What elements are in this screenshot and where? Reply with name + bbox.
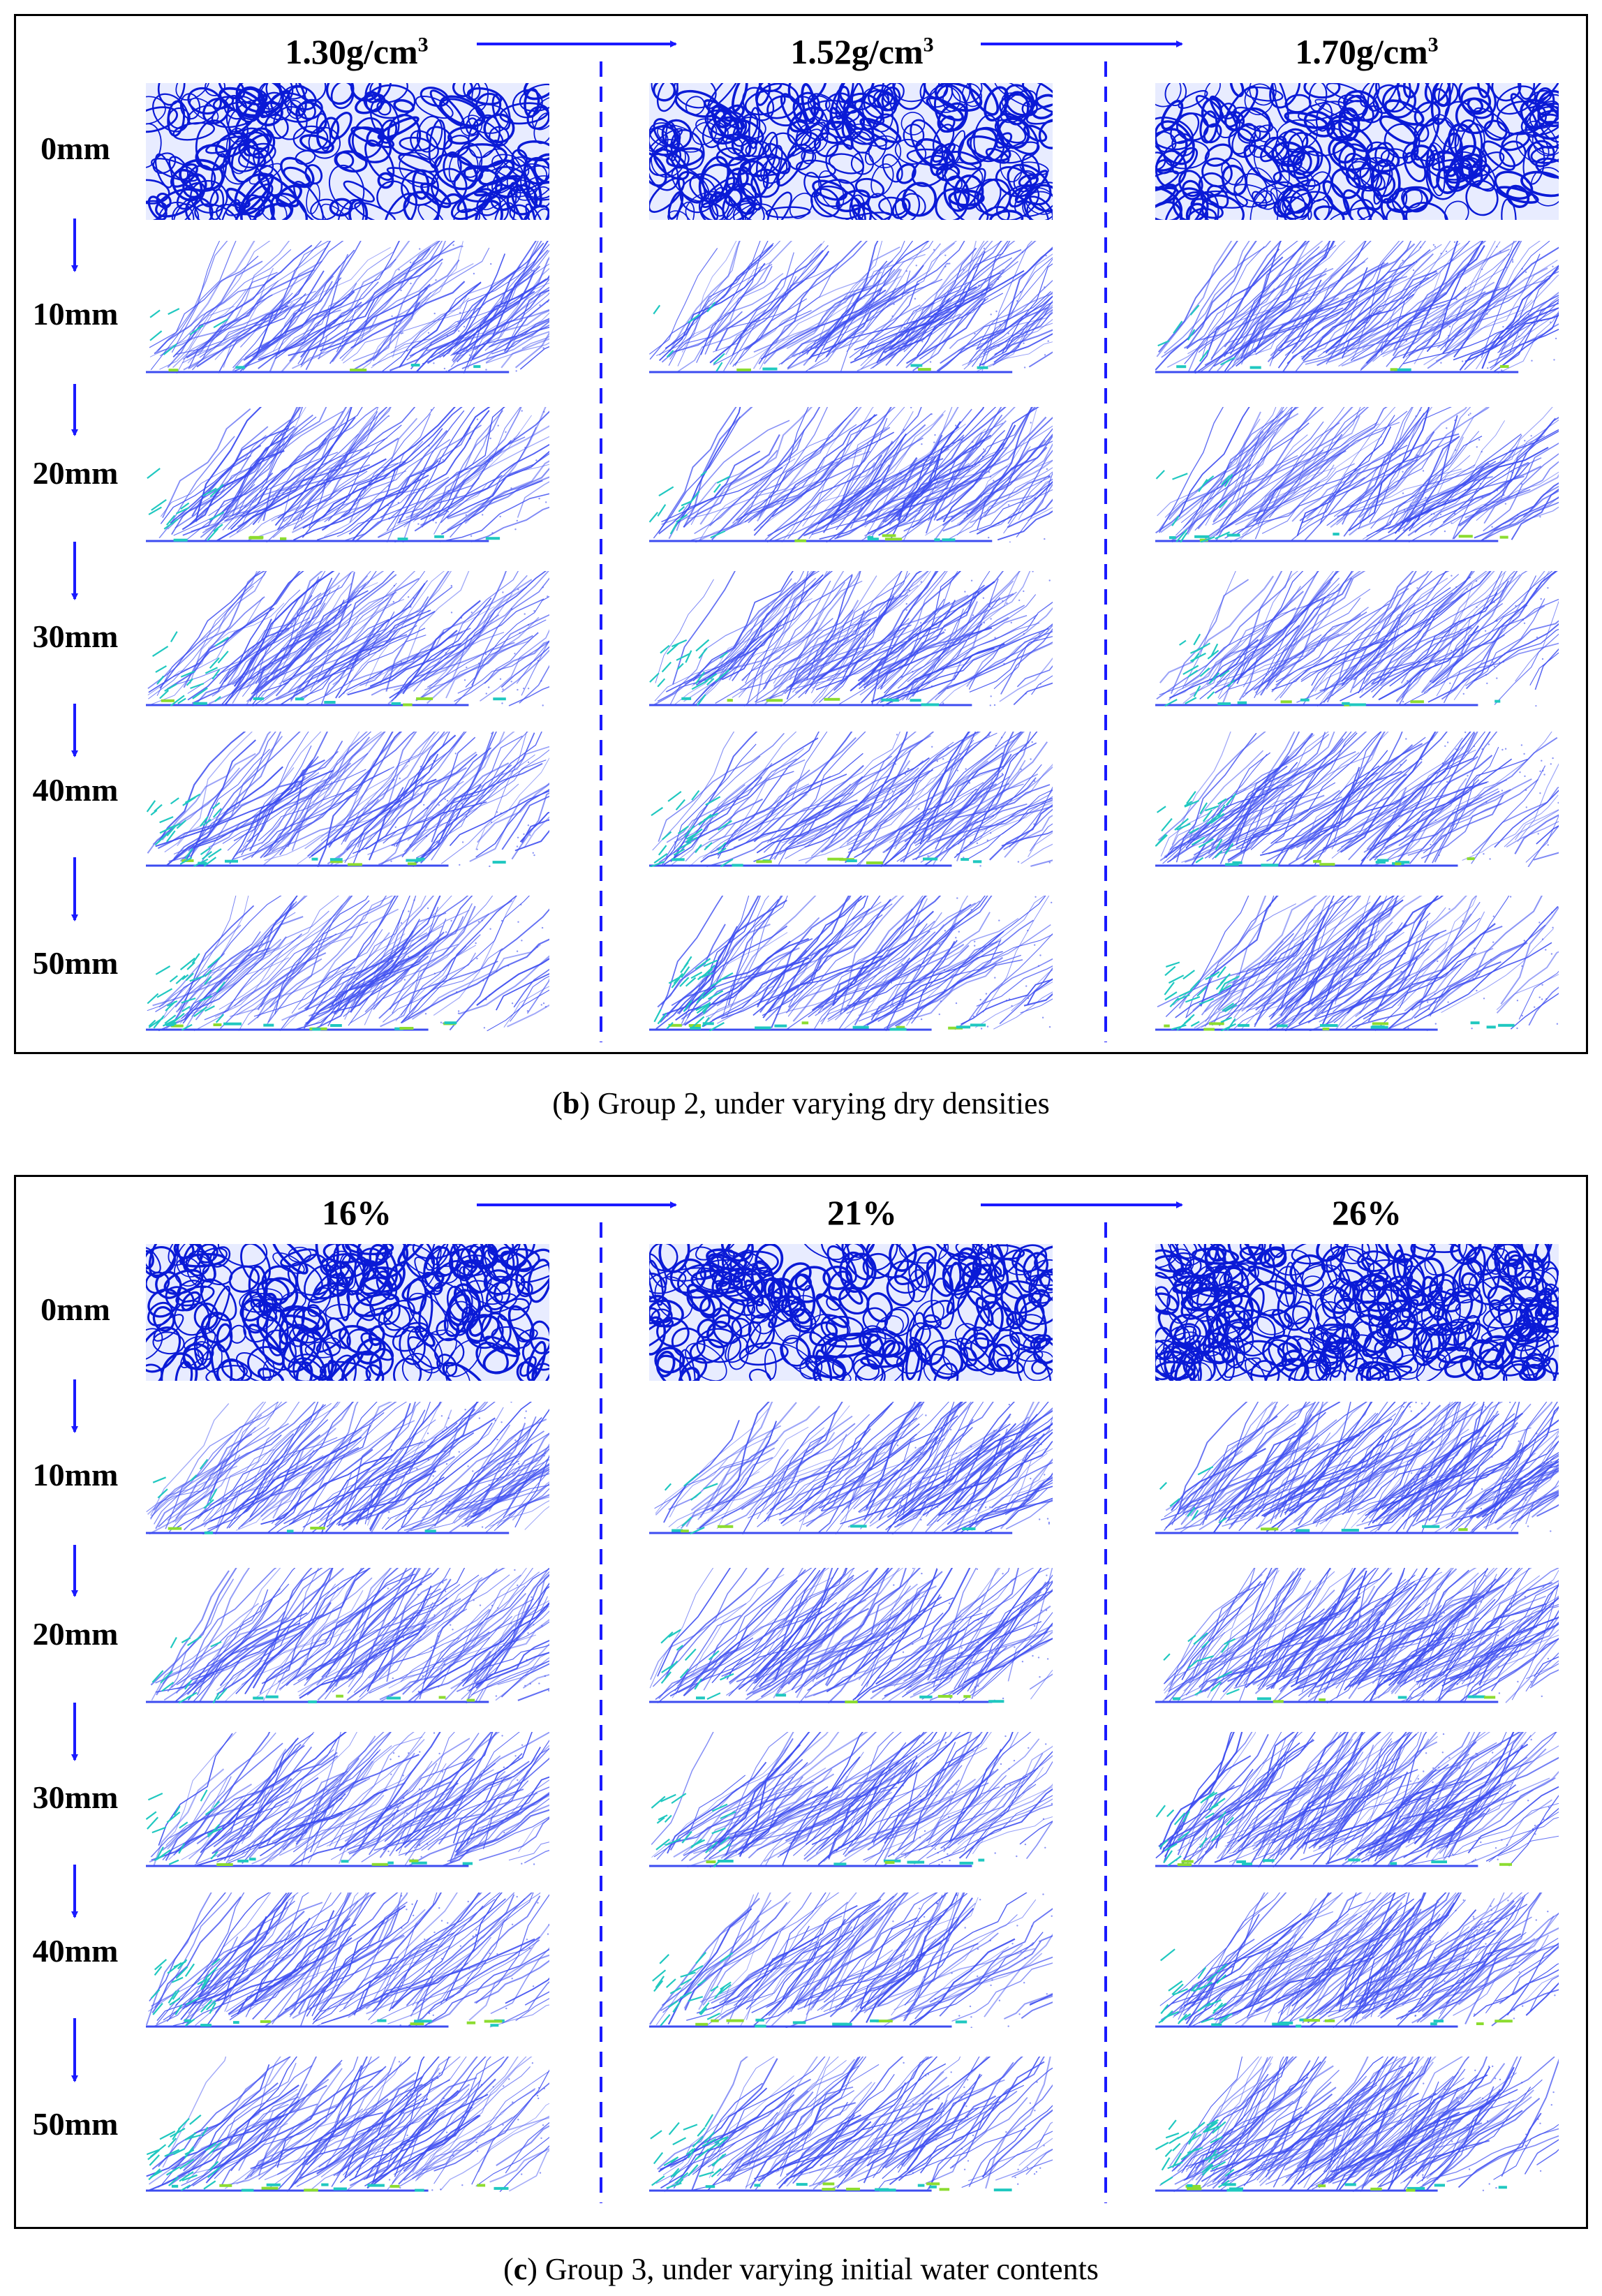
panel-c-snapshot-col2-row4 xyxy=(649,1732,1053,1867)
panel-b-snapshot-col1-row5 xyxy=(146,732,549,867)
panel-c-snapshot-col1-row3 xyxy=(146,1568,549,1703)
panel-c-col-header-2: 21% xyxy=(827,1193,897,1232)
panel-b-col-header-2: 1.52g/cm3 xyxy=(790,32,934,71)
panel-c-frame: 16% 21% 26% 0mm 10mm 20mm 30mm 40mm 50mm xyxy=(14,1175,1588,2229)
panel-b-snapshot-col1-row6 xyxy=(146,896,549,1031)
panel-b-snapshot-col2-row3 xyxy=(649,407,1053,542)
panel-b-snapshot-col1-row2 xyxy=(146,241,549,373)
panel-b-snapshot-col3-row1 xyxy=(1155,83,1559,220)
panel-c-snapshot-col1-row2 xyxy=(146,1402,549,1534)
panel-c-row-label-20mm: 20mm xyxy=(32,1616,119,1652)
panel-b-snapshot-col3-row6 xyxy=(1155,896,1559,1031)
panel-b-graphics xyxy=(71,40,1559,1042)
panel-b-snapshot-col2-row4 xyxy=(649,571,1053,706)
panel-b-snapshot-col1-row3 xyxy=(146,407,549,542)
panel-c-snapshot-col2-row2 xyxy=(649,1402,1053,1534)
panel-c-snapshot-col1-row1 xyxy=(146,1244,549,1381)
panel-c-graphics xyxy=(71,1201,1559,2203)
panel-b-snapshot-col2-row6 xyxy=(649,896,1053,1031)
panel-b-snapshot-col2-row2 xyxy=(649,241,1053,373)
panel-c-row-label-40mm: 40mm xyxy=(32,1933,119,1969)
panel-b-row-label-10mm: 10mm xyxy=(32,296,119,332)
panel-b-snapshot-col3-row3 xyxy=(1155,407,1559,542)
panel-b-col-header-1: 1.30g/cm3 xyxy=(285,32,429,71)
panel-b-snapshot-col3-row5 xyxy=(1155,732,1559,867)
panel-c-snapshot-col1-row4 xyxy=(146,1732,549,1867)
panel-b-row-label-40mm: 40mm xyxy=(32,772,119,808)
panel-c-snapshot-col2-row1 xyxy=(649,1244,1053,1381)
caption-c: (c) Group 3, under varying initial water… xyxy=(503,2252,1099,2286)
panel-b-snapshot-col2-row1 xyxy=(649,83,1053,220)
caption-b: (b) Group 2, under varying dry densities xyxy=(552,1086,1050,1120)
panel-b-snapshot-col2-row5 xyxy=(649,732,1053,867)
panel-b-row-label-50mm: 50mm xyxy=(32,945,119,981)
panel-b-col-header-3: 1.70g/cm3 xyxy=(1295,32,1439,71)
panel-b-snapshot-col1-row4 xyxy=(146,571,549,706)
panel-c-col-header-1: 16% xyxy=(322,1193,392,1232)
panel-c-snapshot-col3-row2 xyxy=(1155,1402,1559,1534)
panel-c-snapshot-col3-row4 xyxy=(1155,1732,1559,1867)
panel-c-row-label-0mm: 0mm xyxy=(40,1291,110,1327)
panel-c-snapshot-col3-row6 xyxy=(1155,2057,1559,2192)
panel-c-snapshot-col2-row6 xyxy=(649,2057,1053,2192)
panel-c-snapshot-col3-row5 xyxy=(1155,1893,1559,2028)
panel-b-row-label-20mm: 20mm xyxy=(32,455,119,491)
panel-c-snapshot-col3-row1 xyxy=(1155,1244,1559,1381)
panel-c-row-label-10mm: 10mm xyxy=(32,1457,119,1493)
panel-b-snapshot-col1-row1 xyxy=(146,83,549,220)
panel-c-row-label-30mm: 30mm xyxy=(32,1779,119,1815)
panel-c-snapshot-col1-row5 xyxy=(146,1893,549,2028)
panel-c-snapshot-col1-row6 xyxy=(146,2057,549,2192)
panel-c-snapshot-col3-row3 xyxy=(1155,1568,1559,1703)
panel-b-frame: 1.30g/cm3 1.52g/cm3 1.70g/cm3 0mm 10mm 2… xyxy=(14,14,1588,1054)
panel-b-row-label-0mm: 0mm xyxy=(40,131,110,166)
panel-b-row-label-30mm: 30mm xyxy=(32,619,119,654)
panel-b-snapshot-col3-row2 xyxy=(1155,241,1559,373)
panel-c-snapshot-col2-row3 xyxy=(649,1568,1053,1703)
panel-c-col-header-3: 26% xyxy=(1332,1193,1402,1232)
panel-c-row-label-50mm: 50mm xyxy=(32,2106,119,2142)
panel-b-snapshot-col3-row4 xyxy=(1155,571,1559,706)
panel-c-snapshot-col2-row5 xyxy=(649,1893,1053,2028)
